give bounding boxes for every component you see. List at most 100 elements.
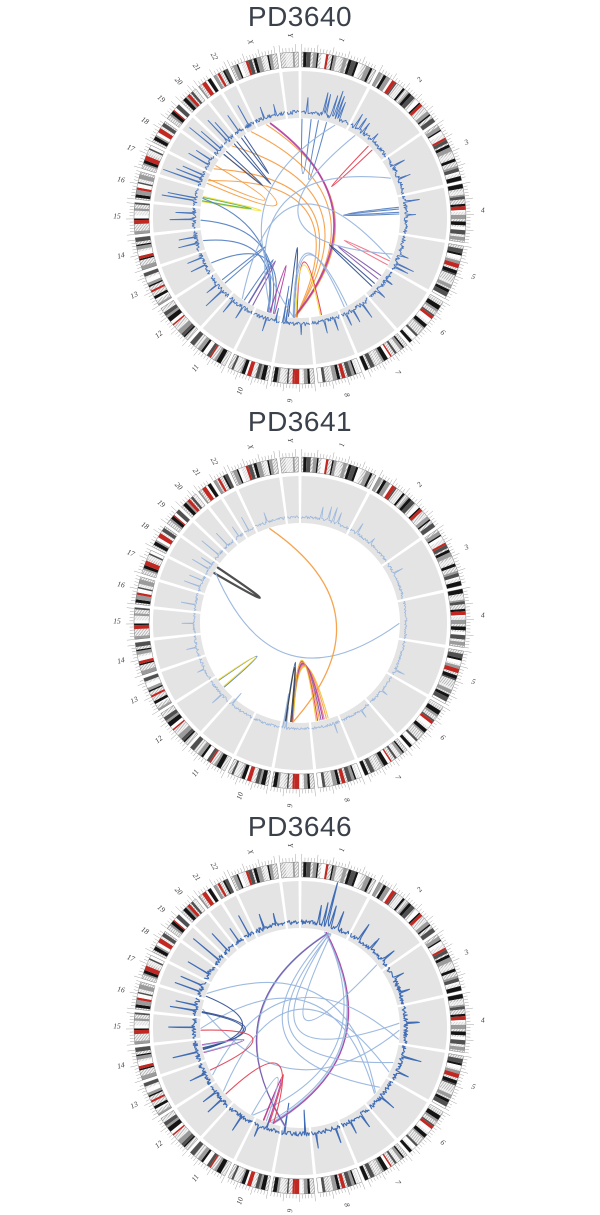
svg-text:8: 8 (342, 797, 352, 803)
rearrangement-links (200, 118, 400, 318)
svg-text:11: 11 (189, 1173, 200, 1184)
panel-title: PD3641 (247, 406, 353, 437)
coverage-ring (152, 881, 447, 1175)
svg-text:16: 16 (117, 174, 126, 184)
svg-text:18: 18 (140, 925, 151, 937)
svg-text:1: 1 (337, 442, 347, 448)
copy-number-track (161, 90, 420, 336)
svg-text:15: 15 (113, 617, 121, 626)
scale-ticks (125, 43, 475, 392)
svg-text:4: 4 (481, 1016, 485, 1025)
svg-text:2: 2 (415, 75, 424, 84)
svg-text:11: 11 (189, 363, 200, 374)
svg-text:14: 14 (116, 655, 126, 666)
ideogram-ring (133, 861, 467, 1195)
coverage-ring (152, 476, 447, 770)
svg-text:22: 22 (209, 861, 221, 872)
svg-text:1: 1 (337, 847, 347, 853)
svg-text:15: 15 (113, 212, 121, 221)
scale-ticks (125, 853, 475, 1202)
svg-text:19: 19 (156, 498, 168, 510)
svg-text:4: 4 (481, 611, 485, 620)
svg-text:X: X (245, 37, 255, 45)
svg-text:9: 9 (285, 803, 294, 807)
svg-text:5: 5 (470, 1082, 477, 1092)
ideogram-ring (133, 51, 467, 385)
svg-text:17: 17 (126, 142, 137, 153)
svg-text:18: 18 (140, 115, 151, 127)
panel-title: PD3646 (247, 811, 353, 842)
rearrangement-links (213, 528, 400, 723)
circos-panel-pd3641: PD3641 1 2 3 4 5 6 7 8 9 10 11 12 13 14 15 16 17 18 19 20 21… (0, 405, 600, 810)
coverage-ring (152, 71, 447, 365)
svg-text:19: 19 (156, 903, 168, 915)
svg-text:8: 8 (342, 392, 352, 398)
svg-text:6: 6 (439, 1138, 448, 1148)
svg-text:2: 2 (415, 480, 424, 489)
svg-text:1: 1 (337, 37, 347, 43)
svg-text:13: 13 (129, 1099, 140, 1110)
svg-text:20: 20 (173, 885, 185, 897)
svg-text:20: 20 (173, 75, 185, 87)
copy-number-track (168, 882, 422, 1149)
svg-text:13: 13 (129, 694, 140, 705)
svg-text:7: 7 (393, 369, 403, 377)
scale-ticks (125, 448, 475, 797)
svg-text:12: 12 (153, 328, 165, 340)
svg-text:17: 17 (126, 547, 137, 558)
circos-panel-pd3640: PD3640 1 2 3 4 5 6 7 8 9 10 11 12 13 14 15 16 17 18 19 20 21… (0, 0, 600, 405)
svg-text:X: X (245, 847, 255, 855)
svg-text:9: 9 (285, 1208, 294, 1212)
circos-panel-pd3646: PD3646 1 2 3 4 5 6 7 8 9 10 11 12 13 14 15 16 17 18 19 20 21… (0, 810, 600, 1215)
svg-text:9: 9 (285, 398, 294, 402)
copy-number-track (181, 506, 408, 734)
svg-text:18: 18 (140, 520, 151, 532)
svg-text:10: 10 (234, 791, 245, 801)
svg-text:7: 7 (393, 774, 403, 782)
svg-text:Y: Y (286, 843, 295, 849)
svg-text:X: X (245, 442, 255, 450)
panel-title: PD3640 (247, 1, 353, 32)
rearrangement-links (200, 931, 400, 1127)
svg-text:22: 22 (209, 456, 221, 467)
svg-text:12: 12 (153, 733, 165, 745)
svg-text:11: 11 (189, 768, 200, 779)
svg-text:6: 6 (439, 733, 448, 743)
svg-text:21: 21 (191, 466, 203, 477)
svg-text:14: 14 (116, 1060, 126, 1071)
svg-text:20: 20 (173, 480, 185, 492)
svg-text:Y: Y (286, 33, 295, 39)
svg-text:8: 8 (342, 1202, 352, 1208)
svg-text:7: 7 (393, 1179, 403, 1187)
svg-text:22: 22 (209, 51, 221, 62)
svg-text:Y: Y (286, 438, 295, 444)
svg-text:12: 12 (153, 1138, 165, 1150)
svg-text:3: 3 (462, 542, 470, 552)
svg-text:5: 5 (470, 272, 477, 282)
svg-text:3: 3 (462, 947, 470, 957)
svg-text:16: 16 (117, 984, 126, 994)
svg-text:4: 4 (481, 206, 485, 215)
svg-text:6: 6 (439, 328, 448, 338)
svg-text:21: 21 (191, 61, 203, 72)
svg-text:16: 16 (117, 579, 126, 589)
svg-text:21: 21 (191, 871, 203, 882)
ideogram-ring (133, 456, 467, 790)
svg-text:3: 3 (462, 137, 470, 147)
svg-text:14: 14 (116, 250, 126, 261)
svg-text:17: 17 (126, 952, 137, 963)
svg-text:15: 15 (113, 1022, 121, 1031)
svg-text:10: 10 (234, 386, 245, 396)
svg-text:2: 2 (415, 885, 424, 894)
svg-text:5: 5 (470, 677, 477, 687)
svg-text:10: 10 (234, 1196, 245, 1206)
svg-text:19: 19 (156, 93, 168, 105)
svg-text:13: 13 (129, 289, 140, 300)
